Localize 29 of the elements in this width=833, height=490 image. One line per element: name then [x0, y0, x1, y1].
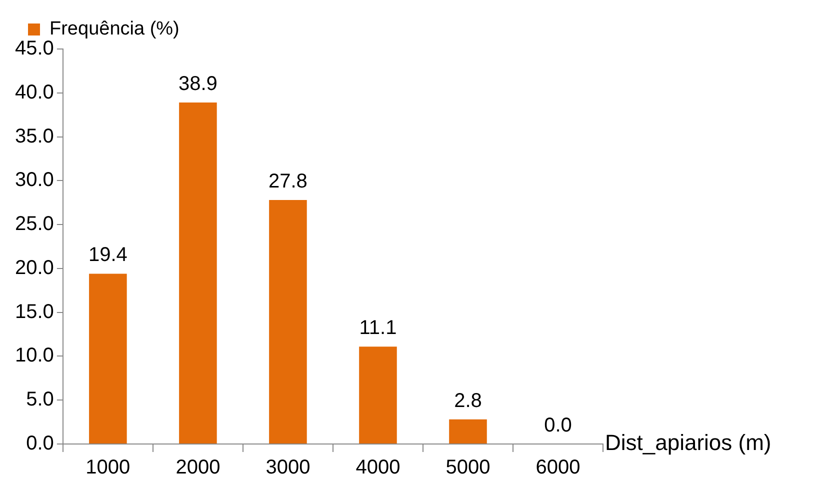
legend-label: Frequência (%) — [50, 18, 180, 40]
x-tick-label: 6000 — [536, 456, 580, 479]
bar — [179, 102, 217, 444]
x-tick-label: 2000 — [176, 456, 220, 479]
x-axis-title: Dist_apiarios (m) — [605, 430, 772, 456]
data-label: 0.0 — [544, 414, 572, 437]
y-tick-label: 30.0 — [14, 169, 54, 192]
y-tick-label: 10.0 — [14, 344, 54, 367]
x-tick-label: 1000 — [86, 456, 130, 479]
data-label: 11.1 — [359, 317, 397, 340]
bar — [269, 200, 307, 444]
bar — [89, 274, 127, 444]
data-label: 19.4 — [88, 244, 128, 266]
y-tick-label: 5.0 — [26, 388, 54, 411]
bar — [359, 346, 397, 444]
x-tick-label: 5000 — [446, 456, 490, 479]
x-tick-label: 3000 — [266, 456, 310, 479]
x-tick-label: 4000 — [356, 456, 400, 479]
y-tick-label: 40.0 — [14, 81, 54, 104]
bar — [449, 419, 487, 444]
data-label: 2.8 — [454, 390, 482, 412]
y-tick-label: 0.0 — [26, 432, 54, 455]
data-label: 27.8 — [268, 170, 308, 192]
y-tick-label: 25.0 — [14, 213, 54, 236]
y-tick-label: 20.0 — [14, 256, 54, 279]
y-tick-label: 45.0 — [14, 38, 54, 60]
y-tick-label: 15.0 — [14, 300, 54, 323]
y-tick-label: 35.0 — [14, 125, 54, 148]
data-label: 38.9 — [178, 73, 218, 96]
